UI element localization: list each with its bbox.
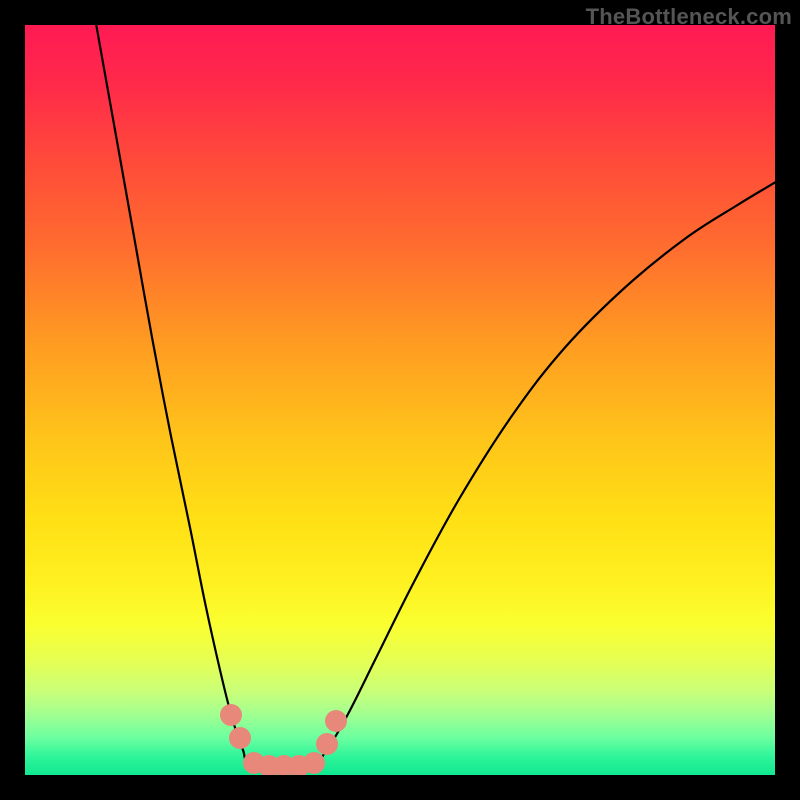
watermark-text: TheBottleneck.com (586, 4, 792, 30)
curve-markers (25, 25, 775, 775)
curve-marker (229, 727, 251, 749)
plot-area (25, 25, 775, 775)
curve-marker (316, 733, 338, 755)
chart-canvas: TheBottleneck.com (0, 0, 800, 800)
curve-marker (220, 704, 242, 726)
curve-marker (325, 710, 347, 732)
curve-marker (303, 752, 325, 774)
